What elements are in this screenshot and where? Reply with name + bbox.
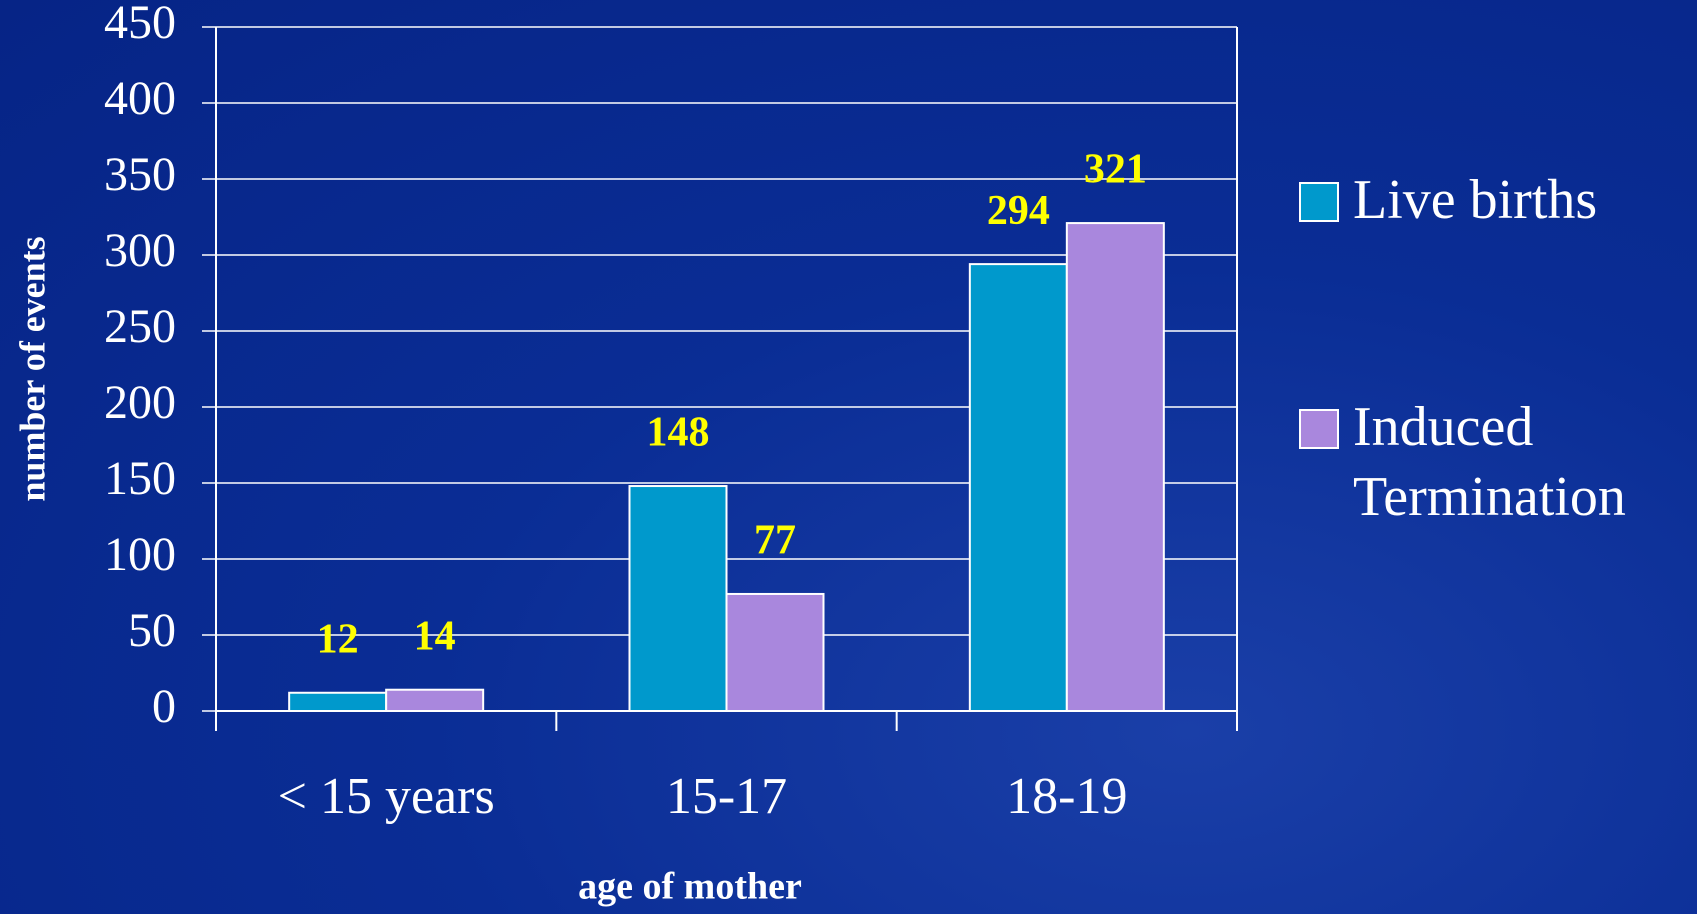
y-axis-title: number of events xyxy=(12,236,52,501)
legend-swatch xyxy=(1299,182,1339,222)
bar xyxy=(1065,222,1165,713)
bar xyxy=(968,263,1068,712)
x-axis-title: age of mother xyxy=(578,866,802,908)
bar xyxy=(385,688,485,712)
x-tick-label: 15-17 xyxy=(666,768,787,825)
y-tick-label: 400 xyxy=(104,72,176,125)
y-tick-label: 150 xyxy=(104,452,176,505)
y-tick-label: 0 xyxy=(152,680,176,733)
value-label: 148 xyxy=(647,410,710,456)
y-tick-label: 300 xyxy=(104,224,176,277)
y-tick-label: 450 xyxy=(104,0,176,49)
value-label: 321 xyxy=(1084,147,1147,193)
value-label: 14 xyxy=(414,613,456,659)
legend-swatch xyxy=(1299,409,1339,449)
bar xyxy=(288,691,388,713)
value-label: 294 xyxy=(987,188,1050,234)
bar xyxy=(725,592,825,713)
value-label: 12 xyxy=(317,616,359,662)
y-tick-label: 100 xyxy=(104,528,176,581)
y-tick-label: 350 xyxy=(104,148,176,201)
x-tick-label: 18-19 xyxy=(1006,768,1127,825)
bar xyxy=(628,485,728,713)
x-tick-label: < 15 years xyxy=(278,768,495,825)
value-label: 77 xyxy=(754,518,796,564)
y-tick-label: 50 xyxy=(128,604,176,657)
y-tick-label: 250 xyxy=(104,300,176,353)
legend-label: Live births xyxy=(1353,169,1598,231)
y-tick-label: 200 xyxy=(104,376,176,429)
legend-item: Induced Termination xyxy=(1299,392,1693,532)
legend-label: Induced Termination xyxy=(1353,396,1626,528)
legend-item: Live births xyxy=(1299,165,1693,235)
